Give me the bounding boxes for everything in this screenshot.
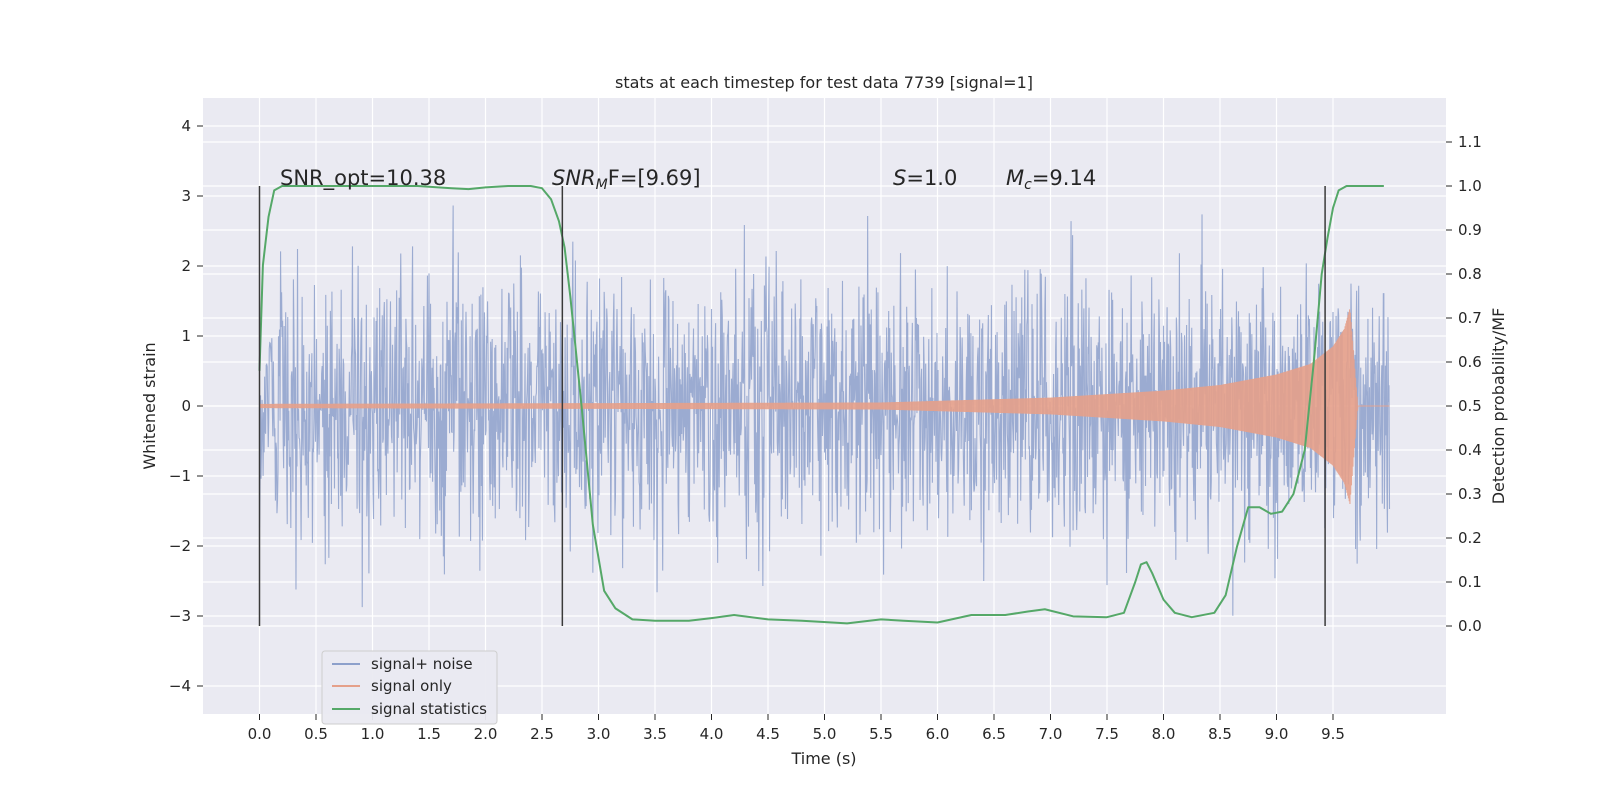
x-tick-label: 6.0 xyxy=(926,725,950,743)
x-tick-label: 3.5 xyxy=(643,725,667,743)
y2-tick-label: 0.0 xyxy=(1458,617,1482,635)
annotation-mc-tail: =9.14 xyxy=(1032,166,1096,190)
x-tick-label: 0.0 xyxy=(248,725,272,743)
y-tick-label: −1 xyxy=(169,467,191,485)
chart-title: stats at each timestep for test data 773… xyxy=(615,73,1033,92)
y2-tick-label: 0.6 xyxy=(1458,353,1482,371)
x-tick-label: 2.0 xyxy=(474,725,498,743)
vertical-markers xyxy=(258,186,1326,626)
y-axis-label: Whitened strain xyxy=(140,342,159,469)
annotations: SNR_opt=10.38 SNRMF=[9.69] S=1.0 Mc=9.14 xyxy=(280,166,1096,193)
annotation-mc: Mc=9.14 xyxy=(1006,166,1096,193)
annotation-snr-opt: SNR_opt=10.38 xyxy=(280,166,446,191)
y-tick-label: 0 xyxy=(181,397,191,415)
y2-tick-label: 0.8 xyxy=(1458,265,1482,283)
x-tick-label: 5.0 xyxy=(813,725,837,743)
annotation-snr-mf: SNRMF=[9.69] xyxy=(552,166,701,193)
y2-tick-label: 0.1 xyxy=(1458,573,1482,591)
x-tick-label: 4.0 xyxy=(700,725,724,743)
annotation-mc-italic: M xyxy=(1006,166,1024,190)
x-tick-label: 1.5 xyxy=(417,725,441,743)
y2-tick-label: 0.3 xyxy=(1458,485,1482,503)
x-tick-label: 6.5 xyxy=(982,725,1006,743)
series-signal-noise xyxy=(258,205,1391,616)
annotation-mc-sub: c xyxy=(1024,177,1032,193)
y2-tick-label: 0.9 xyxy=(1458,221,1482,239)
legend-label-signal-noise: signal+ noise xyxy=(371,655,473,673)
y2-tick-label: 0.5 xyxy=(1458,397,1482,415)
x-tick-label: 8.5 xyxy=(1208,725,1232,743)
y2-tick-label: 1.0 xyxy=(1458,177,1482,195)
y2-axis-label: Detection probability/MF xyxy=(1489,308,1508,505)
plot-marks xyxy=(258,185,1391,625)
x-tick-label: 1.0 xyxy=(361,725,385,743)
x-tick-label: 7.5 xyxy=(1095,725,1119,743)
x-axis-label: Time (s) xyxy=(790,749,856,768)
y2-tick-label: 0.2 xyxy=(1458,529,1482,547)
y-tick-label: 2 xyxy=(181,257,191,275)
annotation-s-italic: S xyxy=(893,166,906,190)
annotation-snr-mf-italic: SNR xyxy=(552,166,596,190)
y2-tick-label: 0.4 xyxy=(1458,441,1482,459)
series-signal-only xyxy=(258,309,1390,505)
x-tick-label: 9.5 xyxy=(1321,725,1345,743)
y-tick-label: 1 xyxy=(181,327,191,345)
x-tick-label: 9.0 xyxy=(1265,725,1289,743)
x-tick-label: 8.0 xyxy=(1152,725,1176,743)
y-tick-label: 4 xyxy=(181,117,191,135)
ticks: 0.0 0.5 1.0 1.5 2.0 2.5 3.0 3.5 4.0 4.5 5.0 5.5 6.0 6… xyxy=(169,117,1482,743)
legend-label-signal-only: signal only xyxy=(371,677,452,695)
x-tick-label: 7.0 xyxy=(1039,725,1063,743)
annotation-s-tail: =1.0 xyxy=(906,166,957,190)
x-tick-label: 0.5 xyxy=(304,725,328,743)
y-tick-label: 3 xyxy=(181,187,191,205)
x-tick-label: 2.5 xyxy=(530,725,554,743)
y-tick-label: −3 xyxy=(169,607,191,625)
legend: signal+ noise signal only signal statist… xyxy=(321,650,498,725)
annotation-s: S=1.0 xyxy=(893,166,957,190)
legend-label-signal-statistics: signal statistics xyxy=(371,700,487,718)
legend-box xyxy=(321,650,498,725)
annotation-snr-mf-tail: F=[9.69] xyxy=(608,166,701,190)
x-tick-label: 5.5 xyxy=(869,725,893,743)
y-tick-label: −2 xyxy=(169,537,191,555)
series-signal-statistics xyxy=(258,185,1384,625)
y2-tick-label: 1.1 xyxy=(1458,133,1482,151)
y-tick-label: −4 xyxy=(169,677,191,695)
annotation-snr-mf-sub: M xyxy=(596,177,608,193)
x-tick-label: 4.5 xyxy=(756,725,780,743)
x-tick-label: 3.0 xyxy=(587,725,611,743)
y2-tick-label: 0.7 xyxy=(1458,309,1482,327)
